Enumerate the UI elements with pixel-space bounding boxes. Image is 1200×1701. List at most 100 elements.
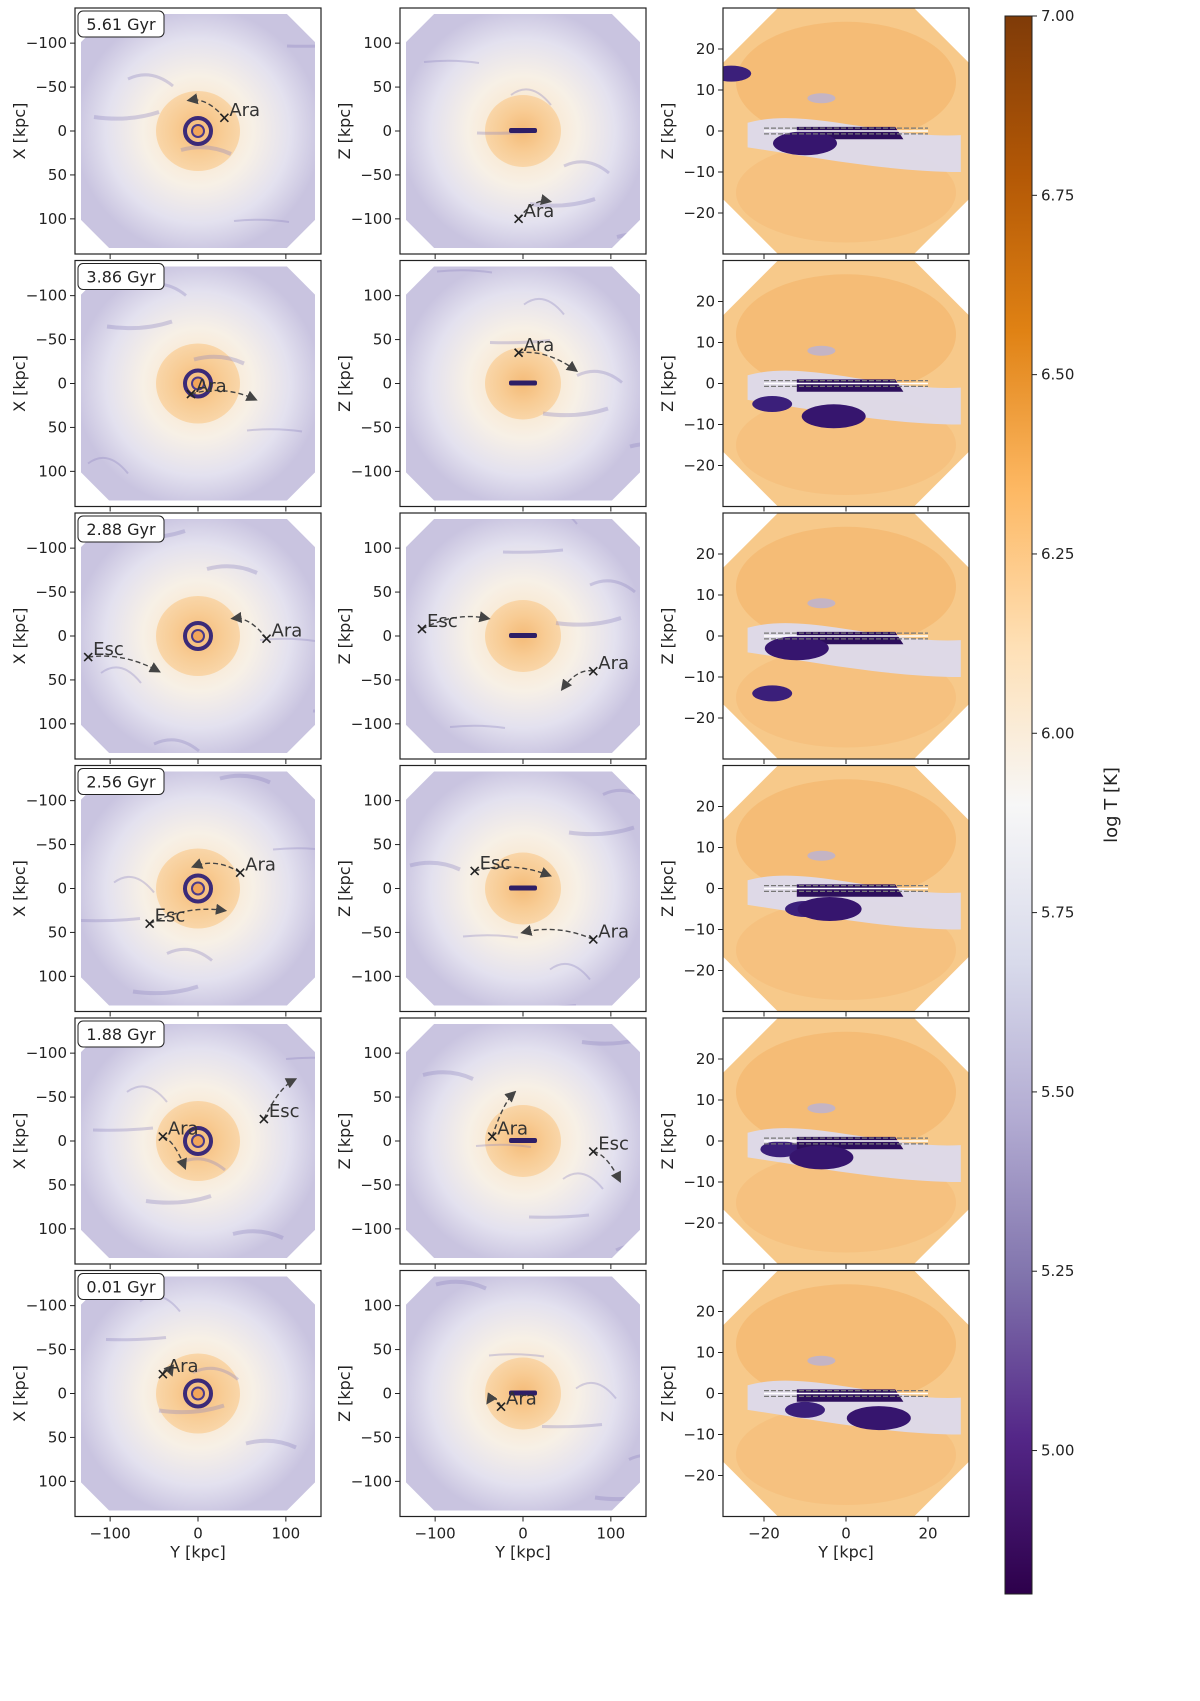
trajectory-arrow-ara xyxy=(190,858,241,874)
y-tick-label: 10 xyxy=(696,839,715,857)
panel-r4-c0: Ara Esc −100 −50 0 50 100 X [kpc] xyxy=(10,1017,322,1269)
y-axis-label: Z [kpc] xyxy=(335,1365,354,1422)
x-tick-label: 20 xyxy=(918,1525,937,1543)
marker-label-ara: Ara xyxy=(524,201,555,222)
y-tick-label: 0 xyxy=(382,375,392,393)
trajectory-arrow-esc xyxy=(88,655,161,673)
trajectory-arrow-ara xyxy=(190,389,258,401)
y-tick-label: 50 xyxy=(373,1088,392,1106)
y-tick-label: 10 xyxy=(696,334,715,352)
y-tick-label: 100 xyxy=(363,792,392,810)
y-tick-label: −10 xyxy=(683,921,715,939)
y-tick-label: −50 xyxy=(35,78,67,96)
y-tick-label: −50 xyxy=(360,923,392,941)
colorbar-tick-label: 6.50 xyxy=(1041,366,1074,384)
y-tick-label: 0 xyxy=(57,627,67,645)
y-tick-label: −20 xyxy=(683,962,715,980)
y-tick-label: 100 xyxy=(363,34,392,52)
y-tick-label: −50 xyxy=(35,836,67,854)
time-label-box: 3.86 Gyr xyxy=(77,263,165,290)
x-axis-label: Y [kpc] xyxy=(817,1543,874,1562)
time-label-box: 0.01 Gyr xyxy=(77,1273,165,1300)
y-tick-label: 10 xyxy=(696,1344,715,1362)
panel-r2-c1: Ara Esc 100 50 0 −50 −100 Z [kpc] xyxy=(335,512,647,764)
y-tick-label: −50 xyxy=(360,1428,392,1446)
y-tick-label: 50 xyxy=(373,583,392,601)
y-tick-label: −50 xyxy=(35,1341,67,1359)
y-tick-label: −50 xyxy=(360,671,392,689)
marker-ara xyxy=(186,389,196,399)
marker-label-ara: Ara xyxy=(497,1119,528,1140)
marker-label-esc: Esc xyxy=(93,639,124,660)
y-axis-label: Z [kpc] xyxy=(658,1113,677,1170)
y-tick-label: 50 xyxy=(373,836,392,854)
y-tick-label: 20 xyxy=(696,798,715,816)
y-tick-label: −10 xyxy=(683,1426,715,1444)
y-tick-label: 0 xyxy=(382,1132,392,1150)
marker-label-ara: Ara xyxy=(598,921,629,942)
y-tick-label: 50 xyxy=(48,418,67,436)
y-tick-label: 20 xyxy=(696,293,715,311)
marker-esc xyxy=(83,652,93,662)
y-tick-label: 100 xyxy=(38,210,67,228)
marker-ara xyxy=(158,1369,168,1379)
y-tick-label: −100 xyxy=(351,462,392,480)
panel-r0-c2: 20 10 0 −10 −20 Z [kpc] xyxy=(658,7,970,259)
marker-label-esc: Esc xyxy=(269,1101,300,1122)
marker-ara xyxy=(261,634,272,644)
y-tick-label: 50 xyxy=(373,1341,392,1359)
y-axis-label: Z [kpc] xyxy=(335,860,354,917)
marker-label-ara: Ara xyxy=(598,653,629,674)
x-tick-label: 100 xyxy=(597,1525,626,1543)
y-tick-label: 0 xyxy=(705,375,715,393)
marker-label-esc: Esc xyxy=(480,853,511,874)
marker-label-ara: Ara xyxy=(168,1119,199,1140)
colorbar-tick-label: 6.75 xyxy=(1041,186,1074,204)
y-tick-label: 10 xyxy=(696,586,715,604)
time-label: 1.88 Gyr xyxy=(86,1025,156,1044)
panel-r0-c0: Ara −100 −50 0 50 100 X [kpc] xyxy=(10,7,322,259)
marker-ara xyxy=(496,1402,506,1412)
y-axis-label: Z [kpc] xyxy=(658,608,677,665)
marker-ara xyxy=(235,868,245,878)
colorbar-scale xyxy=(1004,15,1033,1595)
y-tick-label: 100 xyxy=(363,1297,392,1315)
y-tick-label: 0 xyxy=(382,1385,392,1403)
y-tick-label: 20 xyxy=(696,545,715,563)
y-tick-label: −100 xyxy=(351,210,392,228)
y-tick-label: 50 xyxy=(48,923,67,941)
y-tick-label: −100 xyxy=(351,715,392,733)
marker-label-ara: Ara xyxy=(524,335,555,356)
panel-r5-c2: 20 10 0 −10 −20 −20 0 20 Z [kpc] Y [kpc] xyxy=(658,1269,970,1562)
y-tick-label: 0 xyxy=(57,880,67,898)
y-tick-label: 0 xyxy=(705,880,715,898)
y-tick-label: −100 xyxy=(351,1220,392,1238)
panel-r0-c1: Ara 100 50 0 −50 −100 Z [kpc] xyxy=(335,7,647,259)
marker-label-ara: Ara xyxy=(168,1356,199,1377)
marker-esc xyxy=(259,1114,269,1124)
marker-label-ara: Ara xyxy=(506,1389,537,1410)
y-axis-label: Z [kpc] xyxy=(658,355,677,412)
marker-ara xyxy=(158,1132,168,1142)
marker-label-ara: Ara xyxy=(229,100,260,121)
y-tick-label: −10 xyxy=(683,1173,715,1191)
y-tick-label: −20 xyxy=(683,709,715,727)
panel-r3-c2: 20 10 0 −10 −20 Z [kpc] xyxy=(658,764,970,1017)
y-axis-label: Z [kpc] xyxy=(335,355,354,412)
y-tick-label: −100 xyxy=(351,1472,392,1490)
y-tick-label: 100 xyxy=(363,539,392,557)
trajectory-arrow-ara xyxy=(518,351,578,372)
colorbar-tick-label: 5.00 xyxy=(1041,1442,1074,1460)
panel-r1-c1: Ara 100 50 0 −50 −100 Z [kpc] xyxy=(335,259,647,512)
colorbar-tick-label: 5.25 xyxy=(1041,1262,1074,1280)
marker-ara xyxy=(514,214,524,224)
panel-r2-c0: Ara Esc −100 −50 0 50 100 X [kpc] xyxy=(10,512,322,764)
marker-ara xyxy=(588,666,598,676)
y-tick-label: −10 xyxy=(683,163,715,181)
y-tick-label: 50 xyxy=(373,78,392,96)
y-tick-label: −10 xyxy=(683,416,715,434)
y-tick-label: −20 xyxy=(683,457,715,475)
trajectory-arrow-ara xyxy=(520,925,594,941)
y-axis-label: X [kpc] xyxy=(10,1365,29,1422)
panel-r1-c0: Ara −100 −50 0 50 100 X [kpc] xyxy=(10,259,322,512)
